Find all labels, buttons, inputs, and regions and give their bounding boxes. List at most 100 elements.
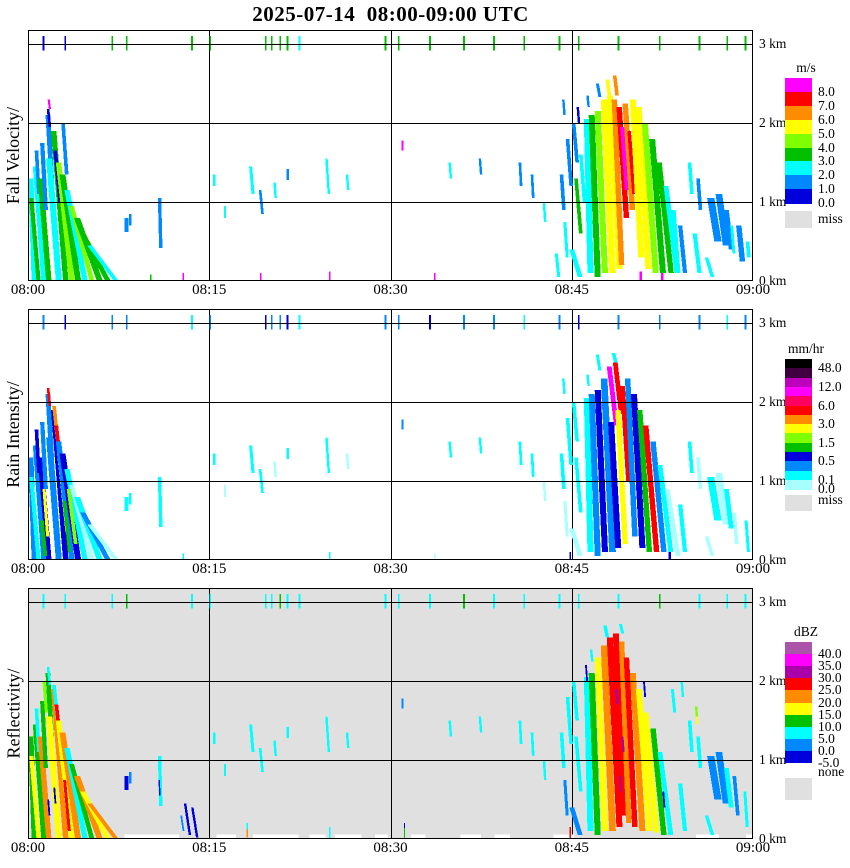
reflectivity-xtick-0900: 09:00 xyxy=(735,840,771,856)
reflectivity-xtick-0830: 08:30 xyxy=(373,840,408,856)
rain-intensity-ytick-3km: 3 km xyxy=(759,315,787,330)
rain-intensity-legend-label-0.0: 0.0 xyxy=(818,481,835,497)
fall-velocity-legend-label-8.0: 8.0 xyxy=(818,83,835,99)
rain-intensity-legend-label-0.1: 0.1 xyxy=(818,471,835,487)
rain-intensity-legend-band-pinkred xyxy=(785,396,812,406)
reflectivity-ylabel: Reflectivity/ xyxy=(0,588,27,839)
rain-intensity-xtick-0900: 09:00 xyxy=(735,561,771,577)
reflectivity-legend-label-missing: none xyxy=(818,764,845,779)
figure-title: 2025-07-14 08:00-09:00 UTC xyxy=(252,2,529,26)
reflectivity-xtick-0815: 08:15 xyxy=(192,840,227,856)
rain-intensity-legend-band-red xyxy=(785,405,812,416)
rain-intensity-xtick-0800: 08:00 xyxy=(10,561,46,577)
reflectivity-legend-label--5.0: -5.0 xyxy=(818,755,840,770)
reflectivity-legend-band-green xyxy=(785,714,812,728)
rain-intensity-ylabel: Rain Intensity/ xyxy=(0,309,27,560)
rain-intensity-xtick-0830: 08:30 xyxy=(373,561,408,577)
reflectivity-xtick-0845: 08:45 xyxy=(554,840,589,856)
reflectivity-legend-label-10.0: 10.0 xyxy=(818,718,842,734)
fall-velocity-ylabel-text: Fall Velocity/ xyxy=(3,106,24,205)
fall-velocity-legend-label-0.0: 0.0 xyxy=(818,195,835,211)
rain-intensity-legend-label-12.0: 12.0 xyxy=(818,378,842,394)
rain-intensity-legend-band-dpurple xyxy=(785,368,812,379)
rain-intensity-legend-band-k xyxy=(785,359,812,369)
rain-intensity-legend-band-missing xyxy=(785,495,812,512)
reflectivity-legend-band-dmagenta xyxy=(785,666,812,679)
reflectivity-legend-band-red xyxy=(785,678,812,691)
reflectivity-xtick-0800: 08:00 xyxy=(10,840,46,856)
rain-intensity-ytick-1km: 1 km xyxy=(759,473,787,488)
rain-intensity-legend-band-cyan xyxy=(785,470,812,481)
reflectivity-legend-band-magenta xyxy=(785,654,812,667)
rain-intensity-legend-label-6.0: 6.0 xyxy=(818,397,835,413)
reflectivity-ytick-3km: 3 km xyxy=(759,594,787,609)
reflectivity-legend-title: dBZ xyxy=(793,624,818,639)
rain-intensity-legend-title: mm/hr xyxy=(788,341,824,356)
rain-intensity-xtick-0815: 08:15 xyxy=(192,561,227,577)
reflectivity-legend-band-yellow xyxy=(785,702,812,716)
fall-velocity-legend-label-missing: miss xyxy=(818,211,843,227)
reflectivity-ytick-0km: 0 km xyxy=(759,831,787,846)
fall-velocity-xtick-0900: 09:00 xyxy=(735,282,771,298)
reflectivity-ytick-2km: 2 km xyxy=(759,673,787,688)
rain-intensity-ylabel-text: Rain Intensity/ xyxy=(3,381,23,488)
reflectivity-legend-label-20.0: 20.0 xyxy=(818,694,842,710)
reflectivity-legend-band-mblue xyxy=(785,738,812,752)
rain-intensity-ytick-0km: 0 km xyxy=(759,552,787,567)
reflectivity-legend-band-dblue xyxy=(785,750,812,764)
reflectivity-ylabel-text: Reflectivity/ xyxy=(3,668,24,759)
fall-velocity-legend-label-6.0: 6.0 xyxy=(818,111,835,127)
fall-velocity-xtick-0830: 08:30 xyxy=(373,282,408,298)
reflectivity-legend-band-missing xyxy=(785,778,812,800)
fall-velocity-legend-band-red xyxy=(785,91,812,107)
fall-velocity-ytick-2km: 2 km xyxy=(759,115,787,130)
rain-intensity-legend-label-missing: miss xyxy=(818,492,843,508)
rain-intensity-legend-label-0.5: 0.5 xyxy=(818,453,835,469)
fall-velocity-legend-band-green xyxy=(785,147,812,162)
rain-intensity-legend-band-yellow xyxy=(785,424,812,434)
fall-velocity-legend-band-yellow xyxy=(785,119,812,135)
fall-velocity-ytick-1km: 1 km xyxy=(759,194,787,209)
rain-intensity-legend-band-orange xyxy=(785,414,812,425)
reflectivity-legend-band-orchid xyxy=(785,642,812,655)
rain-intensity-ytick-2km: 2 km xyxy=(759,394,787,409)
fall-velocity-ytick-3km: 3 km xyxy=(759,36,787,51)
rain-intensity-legend-label-1.5: 1.5 xyxy=(818,434,835,450)
fall-velocity-legend-label-2.0: 2.0 xyxy=(818,167,835,183)
fall-velocity-legend-band-missing xyxy=(785,211,812,229)
fall-velocity-legend-band-chart xyxy=(785,133,812,148)
fall-velocity-plot xyxy=(28,30,753,281)
rain-intensity-legend-label-3.0: 3.0 xyxy=(818,416,835,432)
fall-velocity-legend-band-cyan xyxy=(785,161,812,176)
rain-intensity-legend-band-purple xyxy=(785,377,812,388)
fall-velocity-legend-band-dblue xyxy=(785,189,812,204)
fall-velocity-legend-label-1.0: 1.0 xyxy=(818,181,835,197)
reflectivity-legend-label-15.0: 15.0 xyxy=(818,706,842,722)
fall-velocity-legend-label-5.0: 5.0 xyxy=(818,125,835,141)
rain-intensity-legend-band-chart xyxy=(785,433,812,444)
fall-velocity-xtick-0815: 08:15 xyxy=(192,282,227,298)
fall-velocity-legend-band-mblue xyxy=(785,175,812,190)
fall-velocity-ylabel: Fall Velocity/ xyxy=(0,30,27,281)
fall-velocity-legend-label-3.0: 3.0 xyxy=(818,153,835,169)
rain-intensity-legend-band-mblue xyxy=(785,461,812,472)
reflectivity-legend-label-0.0: 0.0 xyxy=(818,742,835,758)
reflectivity-legend-label-25.0: 25.0 xyxy=(818,682,842,698)
reflectivity-ytick-1km: 1 km xyxy=(759,752,787,767)
reflectivity-legend-label-35.0: 35.0 xyxy=(818,658,842,674)
rain-intensity-plot xyxy=(28,309,753,560)
reflectivity-legend-band-cyan xyxy=(785,726,812,740)
fall-velocity-ytick-0km: 0 km xyxy=(759,273,787,288)
fall-velocity-legend-label-4.0: 4.0 xyxy=(818,139,835,155)
rain-intensity-legend-band-magenta xyxy=(785,386,812,397)
rain-intensity-legend-band-pcyan xyxy=(785,479,812,490)
reflectivity-legend-label-40.0: 40.0 xyxy=(818,646,842,662)
reflectivity-plot xyxy=(28,588,753,839)
rain-intensity-legend-label-48.0: 48.0 xyxy=(818,360,842,376)
fall-velocity-xtick-0800: 08:00 xyxy=(10,282,46,298)
reflectivity-legend-band-orange xyxy=(785,690,812,703)
rain-intensity-xtick-0845: 08:45 xyxy=(554,561,589,577)
fall-velocity-legend-band-magenta xyxy=(785,78,812,93)
fall-velocity-legend-band-orange xyxy=(785,105,812,121)
